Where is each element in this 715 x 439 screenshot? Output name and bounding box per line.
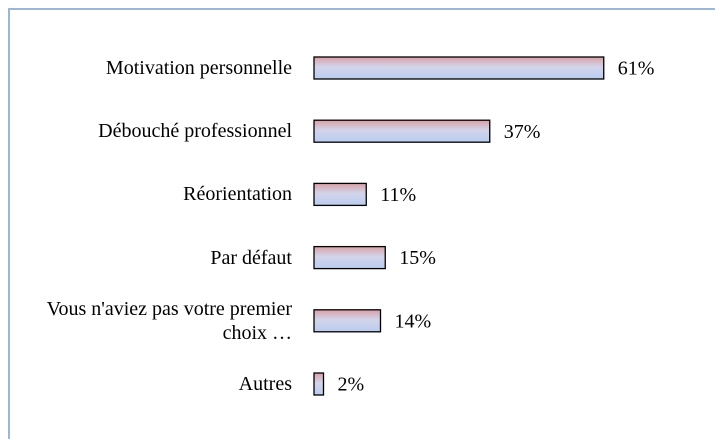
bar [313, 372, 325, 396]
bar [313, 309, 382, 333]
bar [313, 119, 491, 143]
bar [313, 245, 386, 270]
value-label: 37% [504, 121, 541, 143]
category-label: Motivation personnelle [105, 57, 292, 79]
category-label: Autres [238, 373, 292, 395]
value-label: 14% [395, 310, 432, 332]
category-label: Par défaut [210, 246, 292, 269]
category-label: Réorientation [183, 183, 292, 206]
value-label: 61% [618, 58, 655, 80]
category-label: Vous n'aviez pas votre premier choix … [46, 297, 292, 344]
chart-frame [8, 8, 715, 439]
value-label: 15% [399, 247, 436, 269]
value-label: 2% [338, 374, 365, 396]
category-label: Débouché professionnel [98, 120, 292, 143]
value-label: 11% [380, 184, 416, 206]
bar [313, 56, 605, 80]
bar [313, 182, 367, 207]
